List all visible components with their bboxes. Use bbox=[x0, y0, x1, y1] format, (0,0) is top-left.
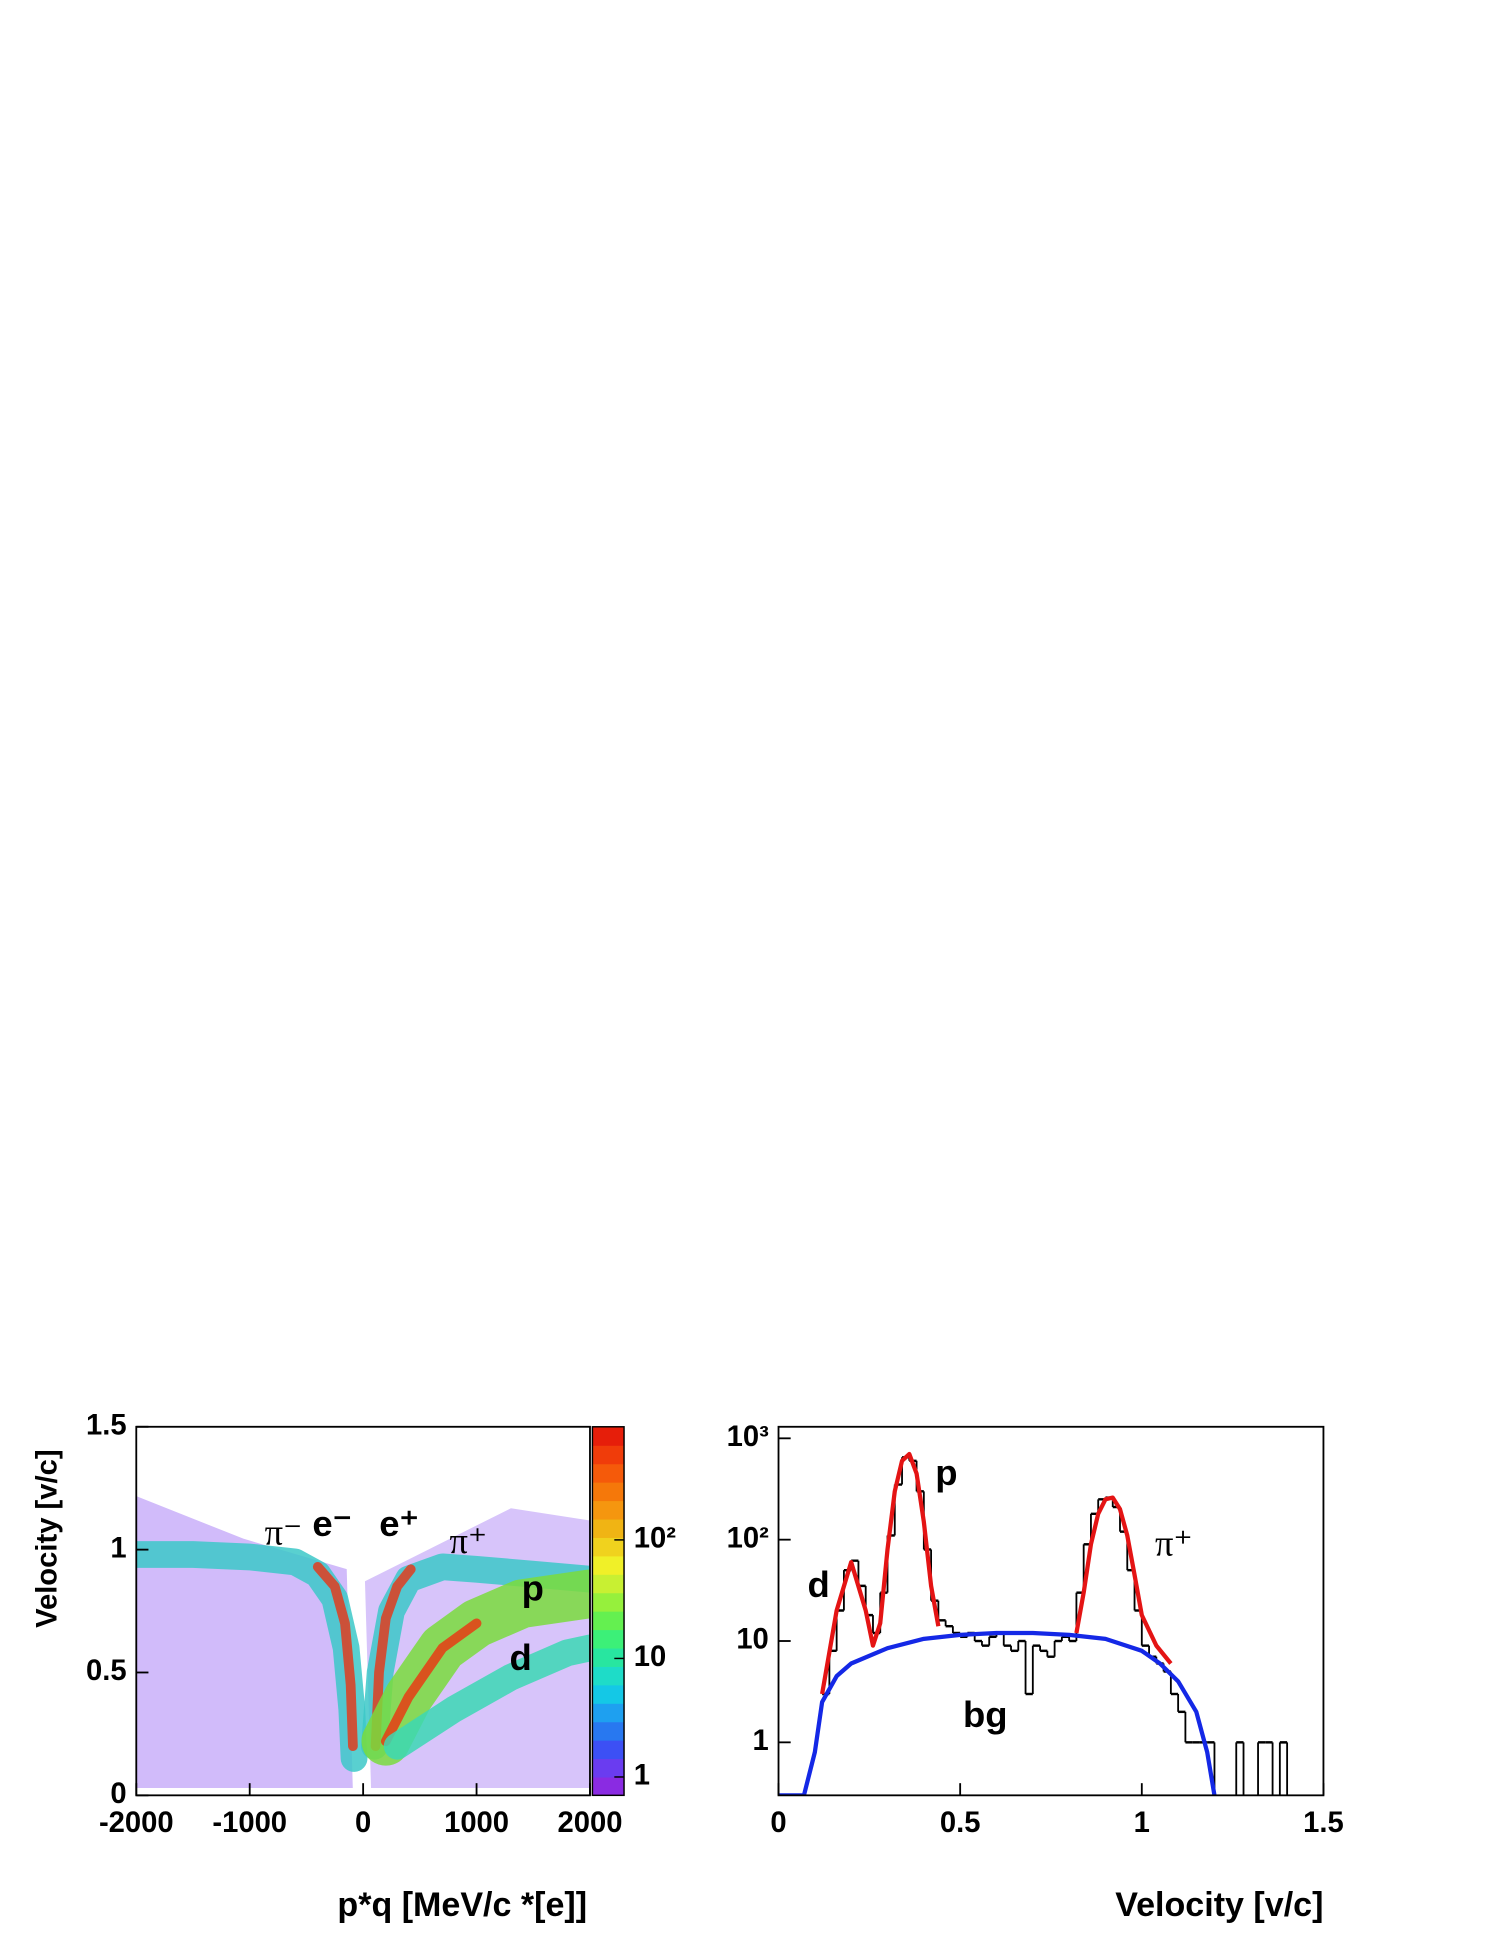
fit-line bbox=[820, 1451, 1173, 1695]
frame bbox=[777, 1425, 1325, 1797]
x-tick-label: 0.5 bbox=[940, 1807, 981, 1839]
x-axis-label: p*q [MeV/c *[e]] bbox=[337, 1886, 587, 1924]
y-tick-label: 1 bbox=[110, 1532, 126, 1564]
colorbar-cell bbox=[592, 1647, 625, 1667]
colorbar-cell bbox=[592, 1426, 625, 1446]
colorbar-cell bbox=[592, 1482, 625, 1502]
colorbar-cell bbox=[592, 1629, 625, 1649]
colorbar-cell bbox=[592, 1703, 625, 1723]
colorbar-cell bbox=[592, 1463, 625, 1483]
y-tick-label: 0.5 bbox=[86, 1655, 127, 1687]
hist-area bbox=[778, 1451, 1289, 1796]
colorbar-cell bbox=[592, 1611, 625, 1631]
fit-line bbox=[778, 1630, 1217, 1796]
x-tick-label: 1.5 bbox=[1303, 1807, 1344, 1839]
y-axis-label: Velocity [v/c] bbox=[31, 1449, 63, 1627]
y-tick-label: 1.5 bbox=[86, 1409, 127, 1441]
x-tick-label: 0 bbox=[355, 1807, 371, 1839]
y-tick-label: 10 bbox=[736, 1624, 768, 1656]
annotation: π⁺ bbox=[450, 1520, 488, 1561]
colorbar-cell bbox=[592, 1666, 625, 1686]
x-tick-label: -1000 bbox=[212, 1807, 287, 1839]
colorbar-tick-label: 1 bbox=[634, 1760, 650, 1792]
colorbar-cell bbox=[592, 1500, 625, 1520]
x-tick-label: 2000 bbox=[558, 1807, 623, 1839]
colorbar-cell bbox=[592, 1758, 625, 1778]
annotation: e⁻ bbox=[312, 1503, 352, 1544]
x-tick-label: -2000 bbox=[99, 1807, 174, 1839]
y-tick-label: 10³ bbox=[727, 1421, 769, 1453]
y-tick-label: 10² bbox=[727, 1522, 769, 1554]
colorbar-tick-label: 10 bbox=[634, 1641, 666, 1673]
heatmap-area bbox=[136, 1541, 590, 1772]
x-tick-label: 1 bbox=[1134, 1807, 1150, 1839]
annotation: e⁺ bbox=[379, 1503, 419, 1544]
annotation: p bbox=[522, 1568, 544, 1609]
y-tick-label: 0 bbox=[110, 1778, 126, 1810]
band bbox=[370, 1564, 416, 1752]
annotation: π⁻ bbox=[265, 1512, 303, 1553]
x-tick-label: 1000 bbox=[444, 1807, 509, 1839]
colorbar-tick-label: 10² bbox=[634, 1523, 676, 1555]
colorbar-cell bbox=[592, 1555, 625, 1575]
colorbar-cell bbox=[592, 1518, 625, 1538]
annotation: d bbox=[510, 1637, 532, 1678]
annotation: p bbox=[935, 1452, 957, 1493]
band bbox=[383, 1634, 590, 1760]
annotation: π⁺ bbox=[1155, 1523, 1193, 1564]
colorbar-cell bbox=[592, 1684, 625, 1704]
annotation: d bbox=[808, 1564, 830, 1605]
colorbar-cell bbox=[592, 1592, 625, 1612]
colorbar-cell bbox=[592, 1721, 625, 1741]
band bbox=[312, 1561, 358, 1752]
colorbar-cell bbox=[592, 1574, 625, 1594]
annotation: bg bbox=[963, 1694, 1008, 1735]
y-tick-label: 1 bbox=[753, 1725, 769, 1757]
band bbox=[380, 1618, 482, 1747]
colorbar-cell bbox=[592, 1537, 625, 1557]
colorbar-cell bbox=[592, 1776, 625, 1796]
colorbar-frame bbox=[591, 1426, 625, 1797]
colorbar-cell bbox=[592, 1740, 625, 1760]
colorbar-cell bbox=[592, 1445, 625, 1465]
x-axis-label: Velocity [v/c] bbox=[1115, 1886, 1323, 1924]
x-tick-label: 0 bbox=[770, 1807, 786, 1839]
